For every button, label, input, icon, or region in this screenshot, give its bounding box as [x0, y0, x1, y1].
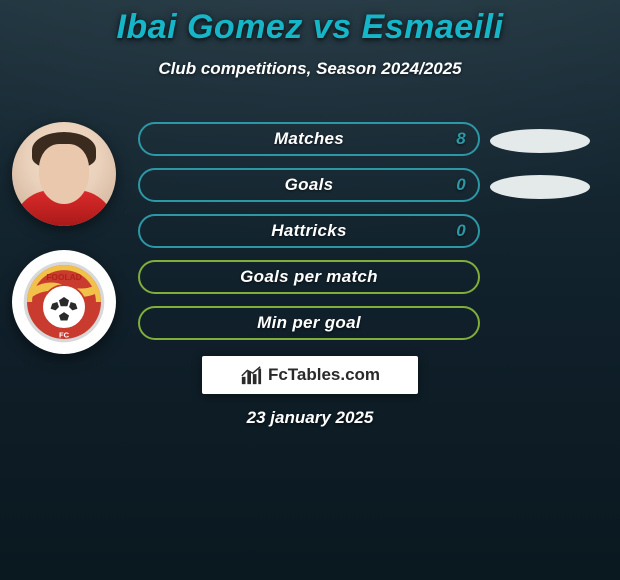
right-indicators: [490, 122, 600, 214]
stat-label: Goals per match: [240, 267, 378, 287]
club-badge-text: FOOLAD: [46, 272, 81, 282]
stats-column: Matches 8 Goals 0 Hattricks 0 Goals per match M…: [138, 122, 480, 340]
indicator-ellipse: [490, 129, 590, 153]
club-badge-icon: FOOLAD FC: [22, 260, 106, 344]
indicator-slot: [490, 168, 600, 202]
stat-label: Hattricks: [271, 221, 346, 241]
stat-row: Goals 0: [138, 168, 480, 202]
indicator-ellipse: [490, 175, 590, 199]
stat-row: Hattricks 0: [138, 214, 480, 248]
face-shape: [39, 144, 89, 204]
subtitle: Club competitions, Season 2024/2025: [0, 59, 620, 79]
avatars-column: FOOLAD FC: [8, 122, 120, 354]
avatar-club-badge: FOOLAD FC: [12, 250, 116, 354]
stat-value: 8: [456, 129, 466, 149]
stat-value: 0: [456, 175, 466, 195]
club-badge-fc: FC: [59, 330, 70, 339]
bar-chart-icon: [240, 364, 262, 386]
stat-label: Min per goal: [257, 313, 361, 333]
branding-badge: FcTables.com: [202, 356, 418, 394]
stat-row: Min per goal: [138, 306, 480, 340]
date-text: 23 january 2025: [247, 408, 374, 428]
stat-label: Matches: [274, 129, 344, 149]
stat-value: 0: [456, 221, 466, 241]
stat-label: Goals: [285, 175, 334, 195]
branding-text: FcTables.com: [268, 365, 380, 385]
avatar-player-1: [12, 122, 116, 226]
stat-row: Goals per match: [138, 260, 480, 294]
indicator-slot: [490, 122, 600, 156]
stat-row: Matches 8: [138, 122, 480, 156]
page-title: Ibai Gomez vs Esmaeili: [0, 0, 620, 47]
comparison-infographic: Ibai Gomez vs Esmaeili Club competitions…: [0, 0, 620, 580]
